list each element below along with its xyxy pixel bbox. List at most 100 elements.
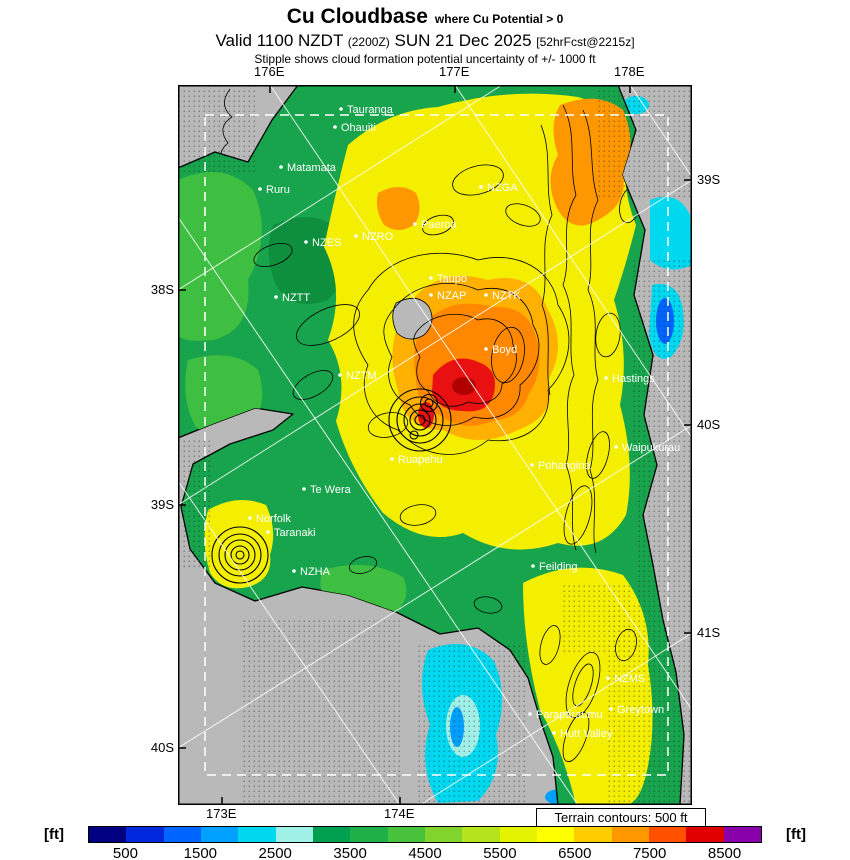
station-marker	[339, 107, 343, 111]
axis-label-top: 178E	[614, 64, 645, 79]
station-marker	[614, 445, 618, 449]
station-marker	[304, 240, 308, 244]
map-svg: Tauranga Ohauiti Matamata Ruru NZGA Paeroa NZR…	[178, 85, 692, 805]
station-label: Ruapehu	[398, 454, 443, 466]
station-marker	[266, 530, 270, 534]
axis-label-left: 40S	[150, 740, 174, 755]
station-marker	[390, 457, 394, 461]
station-label: NZTT	[282, 292, 310, 304]
forecast-map: Tauranga Ohauiti Matamata Ruru NZGA Paeroa NZR…	[178, 85, 692, 805]
station-marker	[606, 676, 610, 680]
valid-prefix: Valid 1100 NZDT	[215, 31, 344, 51]
colorbar-tick: 3500	[333, 845, 367, 860]
station-label: Ohauiti	[341, 122, 376, 134]
title-qualifier: where Cu Potential > 0	[434, 12, 564, 26]
lake-taupo	[392, 298, 433, 340]
station-marker	[338, 373, 342, 377]
station-marker	[604, 376, 608, 380]
colorbar-segment	[686, 827, 724, 842]
station-label: NZTK	[492, 290, 521, 302]
colorbar-segment	[499, 827, 537, 842]
terrain-contours-note: Terrain contours: 500 ft	[536, 808, 706, 827]
colorbar-segment	[536, 827, 575, 842]
station-label: NZGA	[487, 182, 518, 194]
axis-label-right: 41S	[697, 625, 721, 640]
colorbar-segment	[312, 827, 351, 842]
station-label: Pohangina	[538, 460, 591, 472]
station-label: Greytown	[617, 704, 664, 716]
station-marker	[552, 731, 556, 735]
station-label: Taupo	[437, 273, 467, 285]
station-marker	[530, 463, 534, 467]
page-title: Cu Cloudbase	[286, 5, 428, 28]
station-label: Paraparaumu	[536, 709, 603, 721]
station-label: NZHA	[300, 566, 331, 578]
station-label: Ruru	[266, 184, 290, 196]
colorbar-segment	[462, 827, 500, 842]
colorbar-tick: 2500	[258, 845, 292, 860]
valid-fcst: [52hrFcst@2215z]	[536, 35, 635, 50]
station-marker	[413, 222, 417, 226]
valid-zulu: (2200Z)	[347, 35, 390, 50]
colorbar	[88, 826, 762, 843]
station-marker	[279, 165, 283, 169]
station-marker	[274, 295, 278, 299]
colorbar-segment	[574, 827, 612, 842]
colorbar-segment	[89, 827, 127, 842]
axis-label-bottom: 174E	[384, 806, 415, 821]
axis-label-top: 176E	[254, 64, 285, 79]
stipple-uncertainty	[178, 85, 692, 805]
station-label: NZTM	[346, 370, 377, 382]
colorbar-tick: 7500	[632, 845, 667, 860]
station-label: NZAP	[437, 290, 466, 302]
title-line: Cu Cloudbase where Cu Potential > 0	[0, 4, 850, 30]
station-marker	[484, 347, 488, 351]
axis-label-left: 38S	[150, 282, 174, 297]
colorbar-tick-labels: 500 1500 2500 3500 4500 5500 6500 7500 8500	[88, 845, 762, 860]
colorbar-tick: 6500	[558, 845, 592, 860]
colorbar-tick: 4500	[408, 845, 442, 860]
map-border	[178, 85, 692, 805]
graticule	[178, 85, 692, 805]
station-label: Hutt Valley	[560, 728, 613, 740]
station-label: NZRO	[362, 231, 394, 243]
stipple-note: Stipple shows cloud formation potential …	[254, 51, 596, 66]
colorbar-unit-left: [ft]	[44, 826, 64, 843]
colorbar-segment	[163, 827, 201, 842]
station-label: NZES	[312, 237, 341, 249]
valid-line: Valid 1100 NZDT (2200Z) SUN 21 Dec 2025 …	[0, 30, 850, 51]
station-label: Hastings	[612, 373, 655, 385]
title-block: Cu Cloudbase where Cu Potential > 0 Valid…	[0, 4, 850, 67]
station-marker	[429, 293, 433, 297]
station-label: Taranaki	[274, 527, 316, 539]
colorbar-segment	[648, 827, 687, 842]
colorbar-segment	[611, 827, 649, 842]
axis-label-top: 177E	[439, 64, 470, 79]
station-marker	[429, 276, 433, 280]
colorbar-segment	[238, 827, 276, 842]
station-marker	[248, 516, 252, 520]
station-marker	[479, 185, 483, 189]
station-marker	[333, 125, 337, 129]
station-label: Feilding	[539, 561, 578, 573]
station-label: Norfolk	[256, 513, 291, 525]
colorbar-tick: 1500	[183, 845, 218, 860]
station-label: NZMS	[614, 673, 645, 685]
axis-label-left: 39S	[150, 497, 174, 512]
colorbar-tick: 8500	[707, 845, 742, 860]
colorbar-tick: 5500	[483, 845, 517, 860]
axis-label-bottom: 173E	[206, 806, 237, 821]
station-marker	[354, 234, 358, 238]
station-label: Paeroa	[421, 219, 457, 231]
station-label: Te Wera	[310, 484, 352, 496]
colorbar-segment	[350, 827, 388, 842]
station-marker	[484, 293, 488, 297]
valid-date: SUN 21 Dec 2025	[394, 31, 532, 51]
station-marker	[258, 187, 262, 191]
axis-label-right: 39S	[697, 172, 721, 187]
station-label: Matamata	[287, 162, 337, 174]
colorbar-tick: 500	[112, 845, 138, 860]
station-marker	[302, 487, 306, 491]
ruapehu-contour-rings	[388, 388, 452, 452]
